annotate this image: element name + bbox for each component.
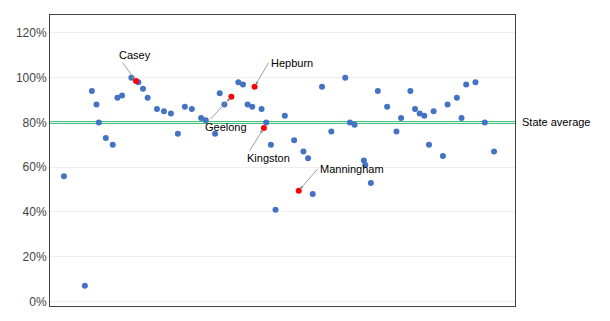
svg-text:20%: 20%	[23, 250, 47, 264]
svg-text:Hepburn: Hepburn	[271, 57, 313, 69]
svg-text:80%: 80%	[23, 116, 47, 130]
svg-text:Casey: Casey	[119, 49, 151, 61]
svg-text:120%: 120%	[16, 26, 47, 40]
svg-text:0%: 0%	[29, 295, 47, 309]
svg-text:40%: 40%	[23, 205, 47, 219]
svg-text:60%: 60%	[23, 160, 47, 174]
svg-text:Manningham: Manningham	[320, 163, 384, 175]
svg-text:State average: State average	[522, 116, 591, 128]
svg-text:Geelong: Geelong	[205, 121, 247, 133]
svg-text:100%: 100%	[16, 71, 47, 85]
svg-text:Kingston: Kingston	[247, 152, 290, 164]
